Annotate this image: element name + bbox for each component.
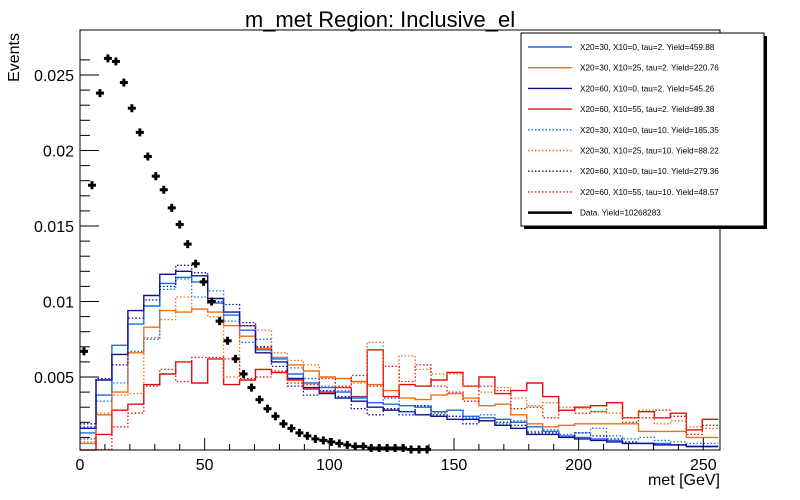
data-point <box>335 439 344 448</box>
data-point <box>119 78 128 87</box>
data-point <box>271 412 280 421</box>
legend-label: X20=60, X10=55, tau=10. Yield=48.57 <box>580 188 719 197</box>
histogram-series-5 <box>80 278 719 445</box>
legend-entry: X20=60, X10=0, tau=2. Yield=545.26 <box>528 84 715 93</box>
legend-entry: X20=30, X10=25, tau=10. Yield=88.22 <box>528 147 719 156</box>
data-point <box>127 104 136 113</box>
data-point <box>87 181 96 190</box>
data-point <box>351 442 360 451</box>
data-point <box>311 434 320 443</box>
legend-label: X20=30, X10=0, tau=2. Yield=459.88 <box>580 43 715 52</box>
data-point <box>231 354 240 363</box>
x-tick-label: 200 <box>565 457 592 474</box>
data-point <box>103 54 112 63</box>
x-tick-label: 150 <box>441 457 468 474</box>
legend: X20=30, X10=0, tau=2. Yield=459.88 X20=30… <box>520 32 767 229</box>
y-tick-label: 0.005 <box>34 370 74 387</box>
series-layer <box>80 264 719 451</box>
plot-frame <box>79 29 721 451</box>
data-point <box>95 89 104 98</box>
legend-entry: X20=60, X10=55, tau=10. Yield=48.57 <box>528 188 719 197</box>
data-point <box>255 395 264 404</box>
legend-label: X20=30, X10=0, tau=10. Yield=185.35 <box>580 126 719 135</box>
histogram-series-6 <box>80 296 719 443</box>
x-tick-label: 250 <box>690 457 717 474</box>
axis-layer: 0 50 100 150 200 250 0.005 0.01 0.015 0.02 0.025 <box>34 59 717 474</box>
legend-entry: X20=60, X10=0, tau=10. Yield=279.36 <box>528 167 719 176</box>
legend-entries: X20=30, X10=0, tau=2. Yield=459.88 X20=30… <box>528 43 719 218</box>
x-tick-label: 0 <box>76 457 85 474</box>
legend-label: X20=30, X10=25, tau=10. Yield=88.22 <box>580 147 719 156</box>
data-point <box>367 443 376 452</box>
data-point <box>111 57 120 66</box>
data-point <box>207 297 216 306</box>
data-point <box>319 436 328 445</box>
data-point <box>223 336 232 345</box>
legend-entry: X20=30, X10=0, tau=2. Yield=459.88 <box>528 43 715 52</box>
legend-label: X20=30, X10=25, tau=2. Yield=220.76 <box>580 64 719 73</box>
data-point <box>191 259 200 268</box>
data-point <box>407 445 416 454</box>
data-point <box>247 383 256 392</box>
data-point <box>423 445 432 454</box>
data-point <box>239 369 248 378</box>
histogram-series-2 <box>80 308 719 445</box>
data-point <box>159 185 168 194</box>
y-tick-label: 0.01 <box>43 295 74 312</box>
y-tick-label: 0.02 <box>43 144 74 161</box>
data-point <box>143 152 152 161</box>
chart-title: m_met Region: Inclusive_el <box>245 7 515 32</box>
data-point <box>175 220 184 229</box>
legend-entry: Data. Yield=10268283 <box>528 209 661 218</box>
x-axis-label: met [GeV] <box>648 472 720 489</box>
legend-box <box>520 32 765 227</box>
data-point <box>287 424 296 433</box>
data-point <box>343 440 352 449</box>
data-point <box>359 442 368 451</box>
data-point <box>303 431 312 440</box>
histogram-series-1 <box>80 276 719 448</box>
data-point <box>263 404 272 413</box>
data-point <box>151 172 160 181</box>
data-point <box>279 419 288 428</box>
data-point <box>135 128 144 137</box>
data-point <box>183 240 192 249</box>
histogram-series-8 <box>80 356 719 451</box>
data-point <box>383 443 392 452</box>
legend-entry: X20=60, X10=55, tau=2. Yield=89.38 <box>528 105 715 114</box>
x-tick-label: 50 <box>196 457 214 474</box>
data-point <box>327 437 336 446</box>
data-point <box>199 277 208 286</box>
y-axis-label: Events <box>6 33 23 82</box>
legend-label: Data. Yield=10268283 <box>580 209 661 218</box>
histogram-series-3 <box>80 270 719 448</box>
data-point <box>295 428 304 437</box>
legend-label: X20=60, X10=0, tau=10. Yield=279.36 <box>580 167 719 176</box>
legend-entry: X20=30, X10=0, tau=10. Yield=185.35 <box>528 126 719 135</box>
data-point <box>167 203 176 212</box>
data-point <box>215 317 224 326</box>
y-tick-label: 0.015 <box>34 219 74 236</box>
y-tick-label: 0.025 <box>34 68 74 85</box>
x-tick-label: 100 <box>316 457 343 474</box>
data-point <box>399 443 408 452</box>
data-point <box>391 443 400 452</box>
legend-label: X20=60, X10=0, tau=2. Yield=545.26 <box>580 84 715 93</box>
legend-entry: X20=30, X10=25, tau=2. Yield=220.76 <box>528 64 719 73</box>
data-point <box>415 445 424 454</box>
legend-label: X20=60, X10=55, tau=2. Yield=89.38 <box>580 105 715 114</box>
data-point <box>79 347 88 356</box>
data-points-layer <box>79 54 432 454</box>
